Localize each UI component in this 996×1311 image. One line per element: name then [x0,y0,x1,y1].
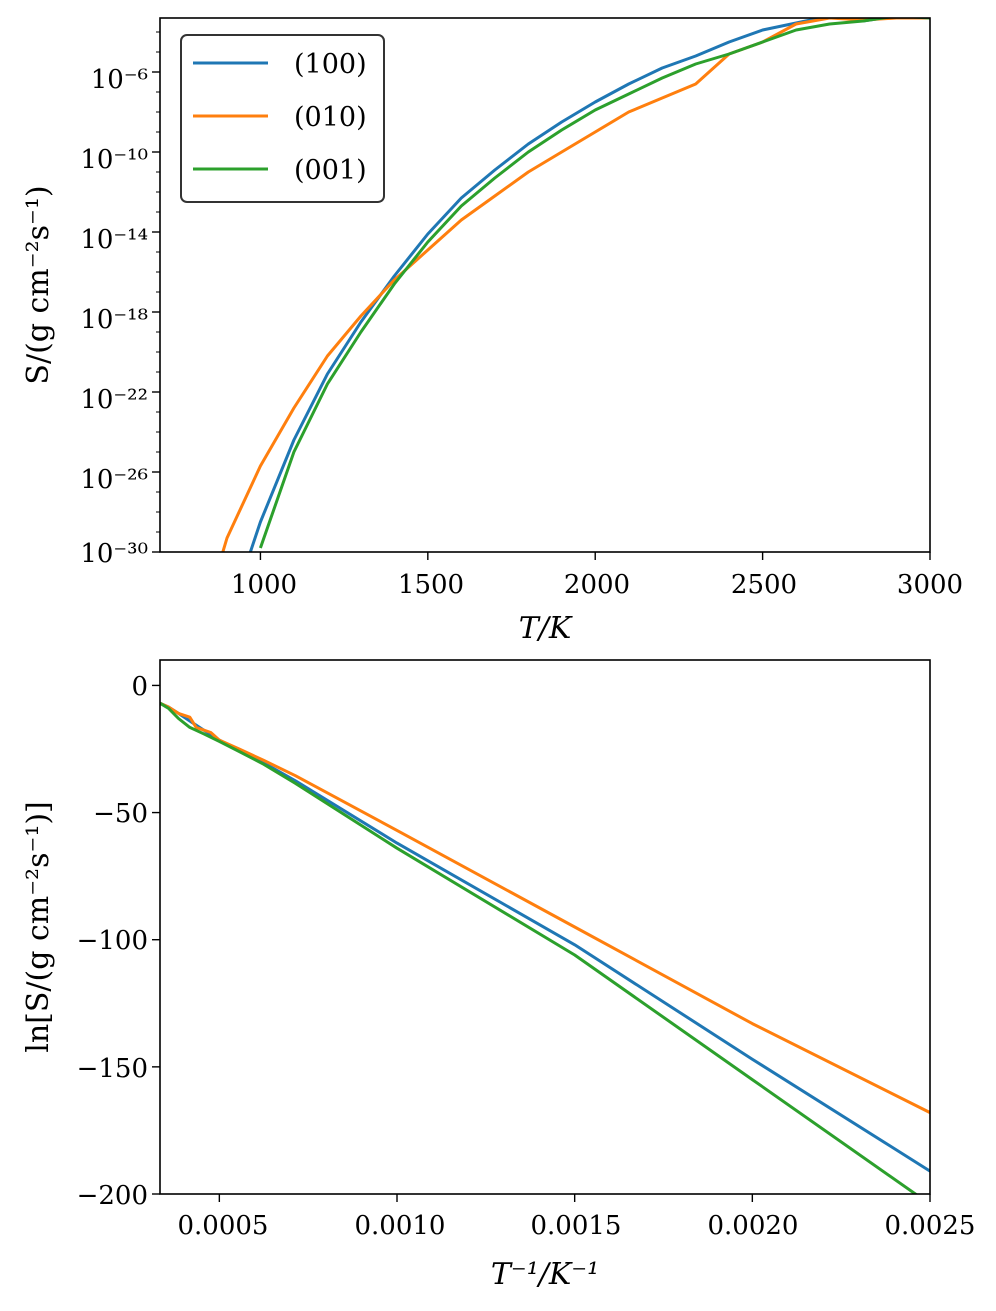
top-series-001 [258,18,930,549]
legend-label-001: (001) [294,155,367,186]
top-x-axis-title: T/K [519,611,573,646]
top-x-tick-label: 2000 [564,570,630,600]
top-x-tick-label: 3000 [897,570,963,600]
bottom-y-tick-label: −50 [93,799,148,829]
bottom-x-tick-label: 0.0005 [178,1211,269,1241]
top-y-axis-title: S/(g cm⁻²s⁻¹) [21,185,56,384]
bottom-y-tick-label: −100 [77,926,148,956]
bottom-x-tick-label: 0.0015 [531,1211,622,1241]
bottom-ticks [152,684,931,1202]
top-x-tick-label: 1000 [231,570,297,600]
legend-label-010: (010) [294,102,367,133]
top-y-tick-label: 10⁻²² [80,385,148,415]
top-y-tick-label: 10⁻¹⁴ [80,225,148,255]
bottom-x-tick-label: 0.0020 [708,1211,799,1241]
top-x-tick-label: 1500 [398,570,464,600]
bottom-chart: 0.0005 0.0010 0.0015 0.0020 0.0025 0 −50… [21,659,976,1292]
bottom-y-tick-label: −200 [77,1181,148,1211]
bottom-x-tick-label: 0.0010 [355,1211,446,1241]
top-ticks [152,31,931,560]
bottom-x-tick-label: 0.0025 [885,1211,976,1241]
bottom-x-axis-title: T⁻¹/K⁻¹ [491,1257,599,1292]
top-x-tick-label: 2500 [731,570,797,600]
top-y-tick-label: 10⁻¹⁸ [80,305,148,335]
top-y-tick-label: 10⁻¹⁰ [80,145,148,175]
bottom-series-001 [160,701,919,1194]
bottom-y-tick-label: 0 [131,672,148,702]
top-plot-frame [159,17,931,553]
legend-label-100: (100) [294,49,367,80]
top-chart: 1000 1500 2000 2500 3000 10⁻⁶ 10⁻¹⁰ 10⁻¹… [21,17,963,646]
top-y-tick-label: 10⁻⁶ [91,65,148,95]
bottom-plot-frame [159,659,931,1195]
legend: (100) (010) (001) [180,34,385,203]
top-y-tick-label: 10⁻³⁰ [80,539,148,569]
top-y-tick-label: 10⁻²⁶ [80,465,148,495]
bottom-y-axis-title: ln[S/(g cm⁻²s⁻¹)] [21,801,56,1053]
legend-box [180,34,385,203]
bottom-series-010 [160,701,930,1114]
top-series-010 [221,18,930,552]
bottom-series-group [160,701,930,1194]
top-series-group [221,18,930,552]
bottom-y-tick-label: −150 [77,1054,148,1084]
